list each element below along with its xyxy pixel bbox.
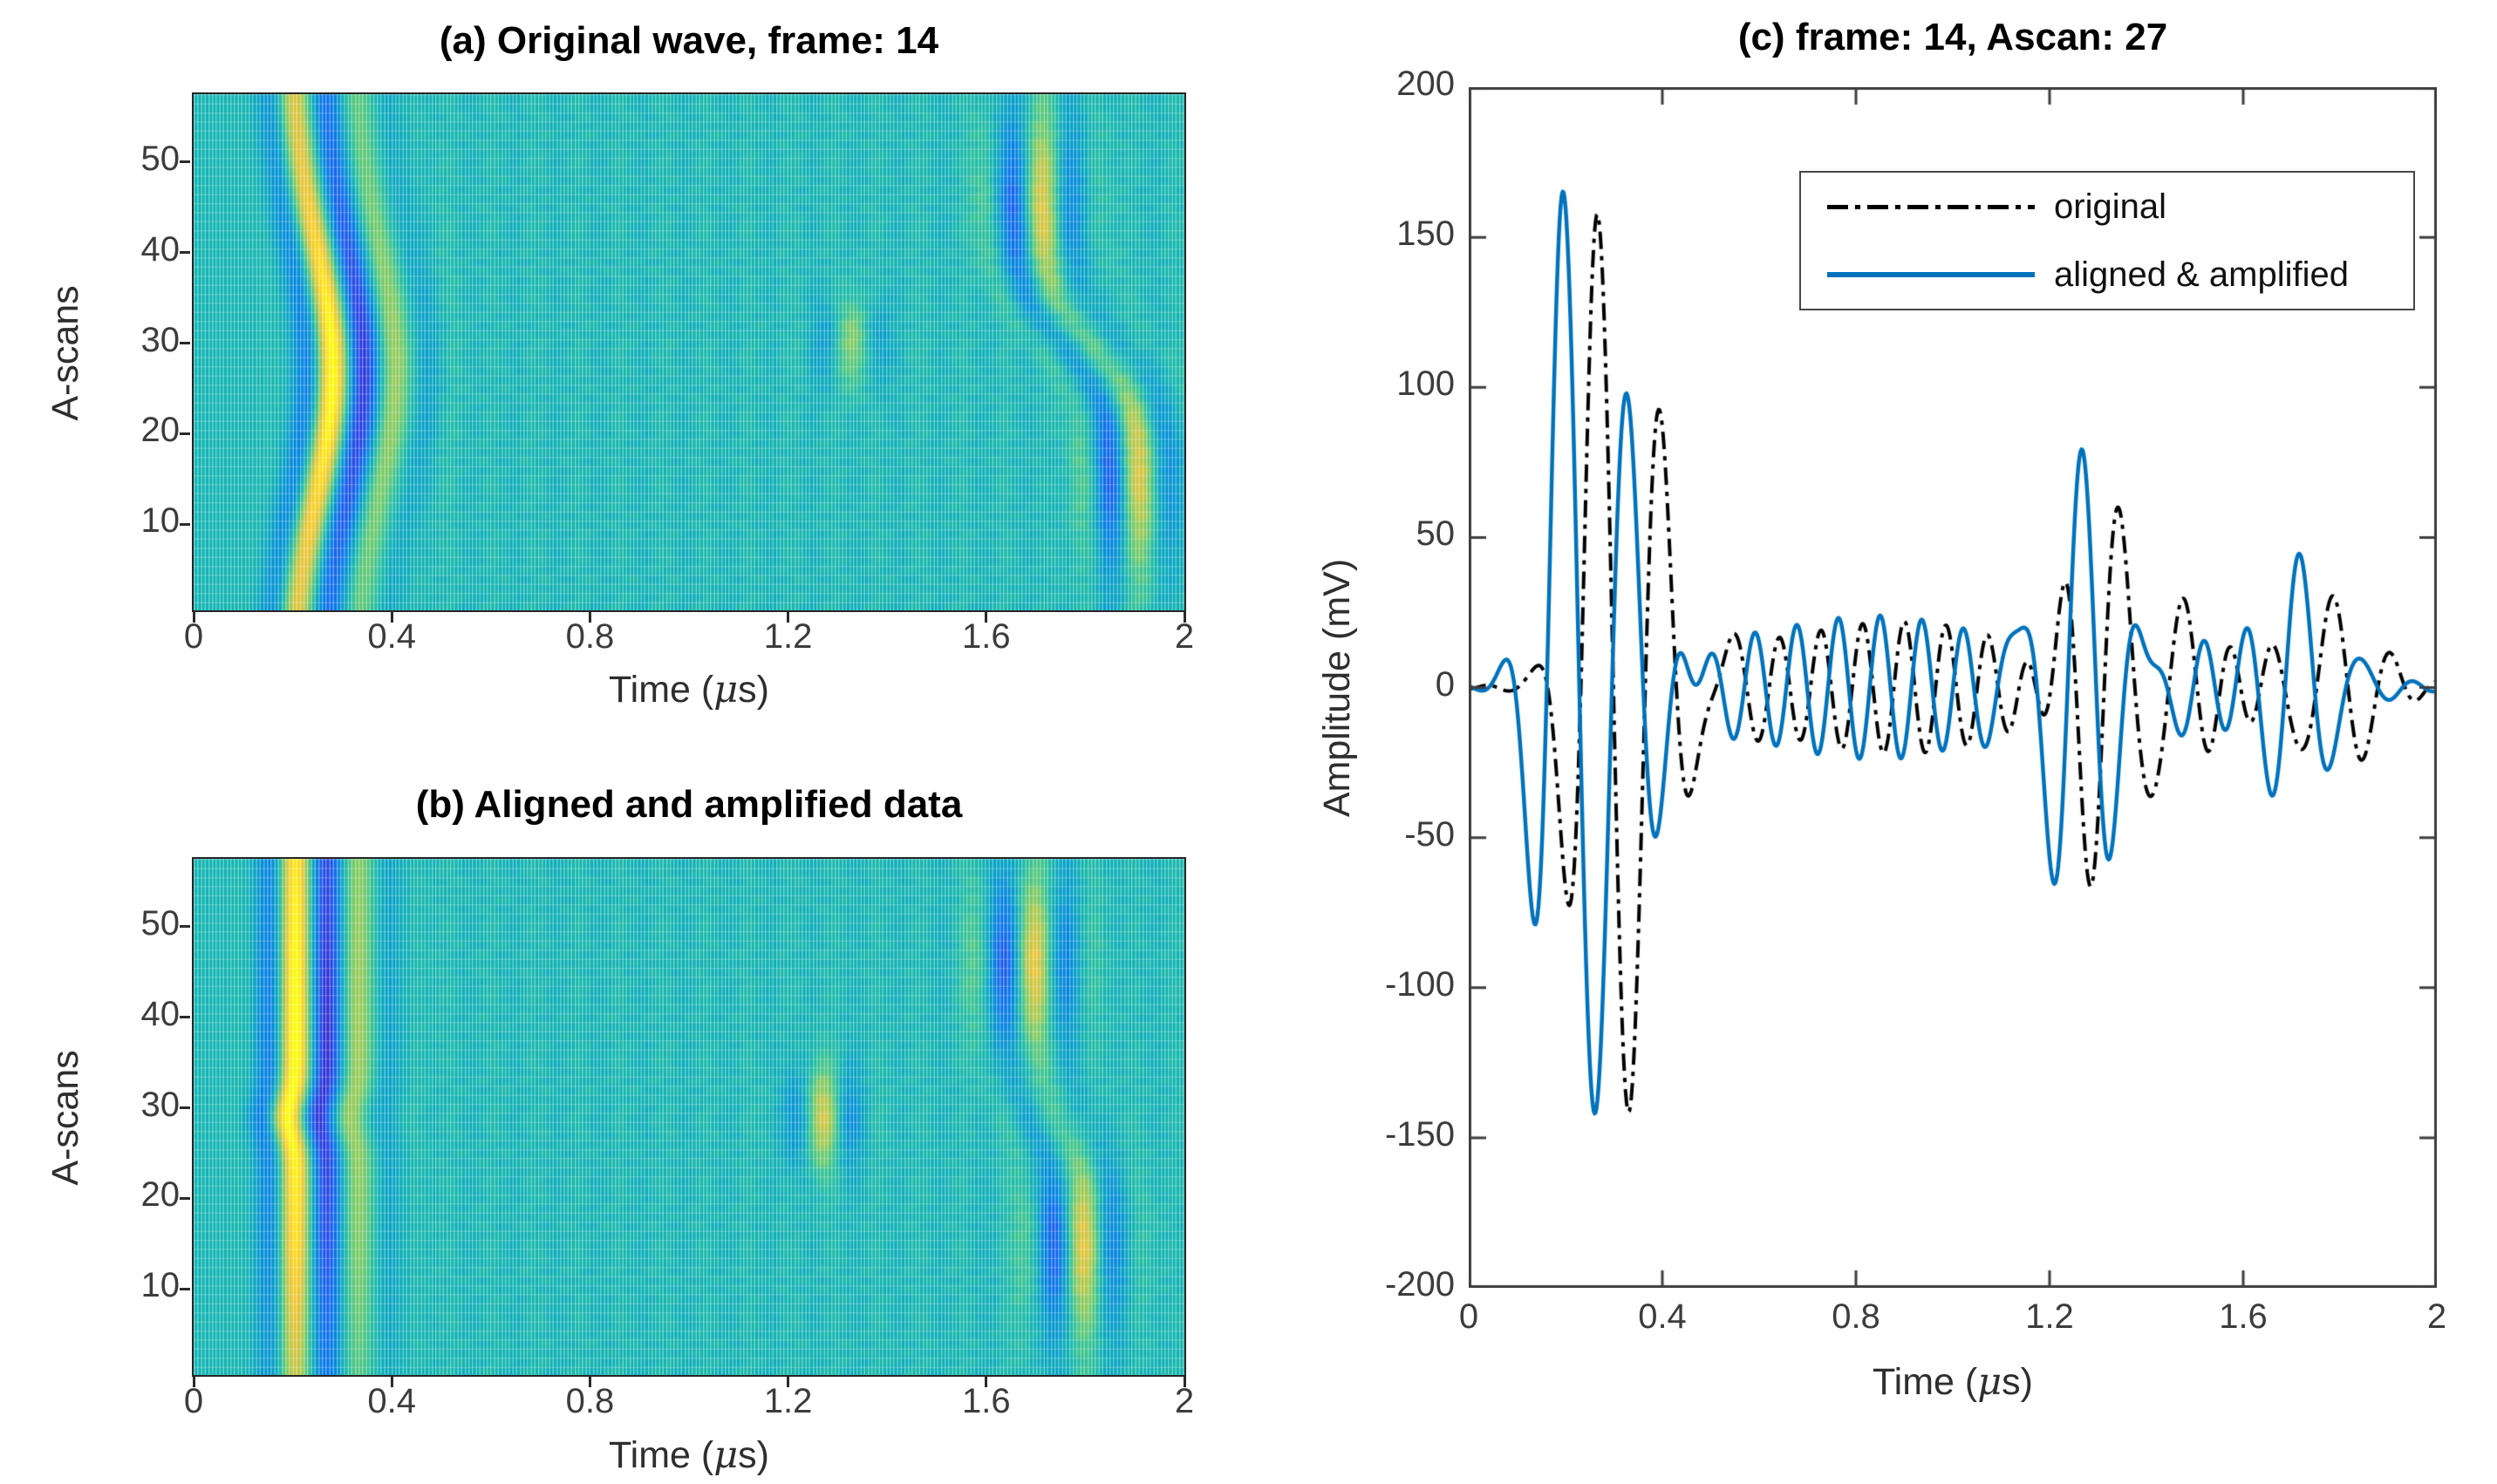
panel-c-xlabel-mu: μ — [1977, 1360, 2002, 1404]
panel-c-x-tick-label: 0.4 — [1638, 1297, 1687, 1336]
panel-b-x-tick-mark — [1183, 1377, 1186, 1387]
panel-a-y-tick-label: 10 — [140, 501, 181, 541]
panel-a-y-tick-label: 40 — [140, 229, 181, 269]
panel-b-y-tick-label: 30 — [140, 1085, 181, 1124]
panel-a-x-tick-mark — [588, 612, 591, 623]
panel-a-x-tick-mark — [1183, 612, 1186, 623]
panel-b-x-tick-mark — [390, 1377, 393, 1387]
panel-a-y-tick-label: 20 — [140, 411, 181, 450]
panel-a-x-tick-label: 2 — [1174, 617, 1195, 656]
panel-b-title: (b) Aligned and amplified data — [415, 783, 963, 826]
panel-c-y-tick-label: -50 — [1404, 814, 1455, 854]
panel-b-y-tick-mark — [180, 1196, 190, 1200]
panel-c-xlabel-post: s) — [2002, 1361, 2033, 1403]
panel-a-y-tick-mark — [180, 160, 190, 164]
panel-b-y-tick-label: 50 — [140, 903, 181, 943]
panel-b-x-tick-mark — [985, 1377, 988, 1387]
panel-b-y-tick-label: 40 — [140, 994, 181, 1033]
panel-c-title: (c) frame: 14, Ascan: 27 — [1737, 16, 2168, 58]
panel-b-xlabel-mu: μ — [713, 1433, 739, 1477]
panel-a-x-tick-mark — [192, 612, 195, 623]
panel-c-y-tick-label: -200 — [1384, 1265, 1455, 1304]
panel-a-y-tick-mark — [180, 251, 190, 255]
panel-b-xlabel-pre: Time ( — [608, 1434, 714, 1476]
panel-a-xlabel-mu: μ — [713, 668, 739, 711]
legend-label-original: original — [2054, 187, 2166, 226]
legend-item-aligned: aligned & amplified — [1801, 241, 2413, 309]
panel-c-y-tick-label: 50 — [1416, 514, 1456, 554]
panel-c-y-tick-label: 150 — [1396, 214, 1455, 254]
panel-b-y-tick-label: 10 — [140, 1266, 181, 1305]
panel-b-x-tick-mark — [588, 1377, 591, 1387]
dash-dot-line-sample — [1827, 204, 2035, 209]
panel-b-x-tick-label: 0.8 — [565, 1382, 615, 1420]
panel-c-y-tick-label: 200 — [1396, 65, 1455, 103]
panel-b-y-tick-mark — [180, 1106, 190, 1110]
legend-label-aligned: aligned & amplified — [2054, 255, 2349, 294]
panel-b-x-tick-label: 1.6 — [961, 1382, 1011, 1420]
panel-a-xlabel-post: s) — [738, 669, 769, 711]
panel-c-y-tick-label: -100 — [1384, 964, 1455, 1004]
panel-a-title: (a) Original wave, frame: 14 — [439, 19, 939, 62]
panel-a-heatmap-canvas — [194, 94, 1184, 610]
panel-b-x-tick-mark — [787, 1377, 790, 1387]
panel-a-y-tick-mark — [180, 342, 190, 345]
panel-a-x-tick-label: 1.6 — [961, 617, 1011, 656]
panel-b-y-tick-mark — [180, 1287, 190, 1290]
panel-b-x-tick-label: 0.4 — [367, 1382, 416, 1420]
panel-a-xlabel-pre: Time ( — [608, 669, 714, 711]
panel-a-y-tick-mark — [180, 522, 190, 526]
solid-line-sample — [1827, 272, 2035, 277]
panel-b-xlabel: Time (μs) — [166, 1433, 1212, 1477]
panel-c-xlabel-pre: Time ( — [1872, 1361, 1978, 1403]
panel-c-x-tick-label: 1.2 — [2025, 1297, 2074, 1336]
panel-b-x-tick-label: 2 — [1174, 1382, 1195, 1420]
panel-c-xlabel: Time (μs) — [1429, 1360, 2476, 1404]
panel-a-y-tick-label: 30 — [140, 320, 181, 359]
panel-c-x-tick-label: 2 — [2426, 1297, 2447, 1336]
panel-c-y-tick-label: 100 — [1396, 364, 1455, 404]
panel-c-x-tick-label: 0.8 — [1832, 1297, 1880, 1336]
panel-a-xlabel: Time (μs) — [166, 668, 1212, 711]
panel-b-xlabel-post: s) — [738, 1434, 769, 1476]
panel-a-x-tick-label: 0.4 — [367, 617, 416, 656]
panel-a-x-tick-label: 0.8 — [565, 617, 615, 656]
panel-b-x-tick-label: 0 — [183, 1382, 204, 1420]
panel-a-x-tick-mark — [787, 612, 790, 623]
panel-c-y-tick-label: -150 — [1384, 1114, 1455, 1154]
legend-item-original: original — [1801, 173, 2413, 241]
panel-c-x-tick-label: 1.6 — [2219, 1297, 2268, 1336]
panel-b-heatmap-canvas — [194, 859, 1184, 1375]
panel-b-x-tick-label: 1.2 — [763, 1382, 813, 1420]
panel-a-x-tick-label: 0 — [183, 617, 204, 656]
panel-c-x-tick-label: 0 — [1458, 1297, 1479, 1336]
panel-b-y-tick-mark — [180, 1016, 190, 1019]
panel-a-y-tick-mark — [180, 432, 190, 435]
panel-a-y-tick-label: 50 — [140, 139, 181, 178]
panel-b-y-tick-label: 20 — [140, 1175, 181, 1215]
panel-b-y-tick-mark — [180, 925, 190, 929]
panel-b-x-tick-mark — [192, 1377, 195, 1387]
panel-a-x-tick-mark — [985, 612, 988, 623]
panel-a-x-tick-mark — [390, 612, 393, 623]
panel-c-y-tick-label: 0 — [1435, 664, 1455, 704]
legend-box: original aligned & amplified — [1799, 171, 2415, 310]
panel-a-x-tick-label: 1.2 — [763, 617, 813, 656]
